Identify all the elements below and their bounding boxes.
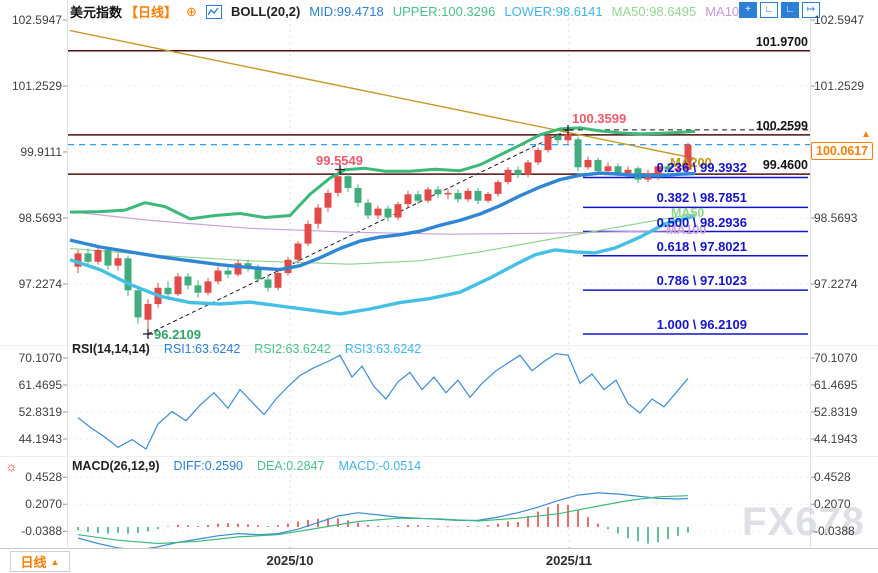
period-tab-daily[interactable]: 日线 ▲ bbox=[10, 551, 70, 572]
add-indicator-icon[interactable]: ⊕ bbox=[186, 3, 197, 19]
period-tab-arrow-icon: ▲ bbox=[50, 556, 60, 567]
scale-axis-active-icon[interactable]: ∟ bbox=[781, 2, 799, 18]
chart-toolbar: + ∟ ∟ ↦ bbox=[739, 2, 820, 18]
chart-type-icon[interactable] bbox=[205, 4, 222, 19]
bottom-bar: 日线 ▲ 2025/10 2025/11 bbox=[0, 548, 878, 573]
x-axis-month-label: 2025/11 bbox=[545, 553, 593, 568]
shift-right-icon[interactable]: ↦ bbox=[802, 2, 820, 18]
x-axis-month-label: 2025/10 bbox=[266, 553, 314, 568]
move-icon[interactable]: + bbox=[739, 2, 757, 18]
scale-axis-icon[interactable]: ∟ bbox=[760, 2, 778, 18]
period-tab-label: 日线 bbox=[20, 555, 47, 570]
